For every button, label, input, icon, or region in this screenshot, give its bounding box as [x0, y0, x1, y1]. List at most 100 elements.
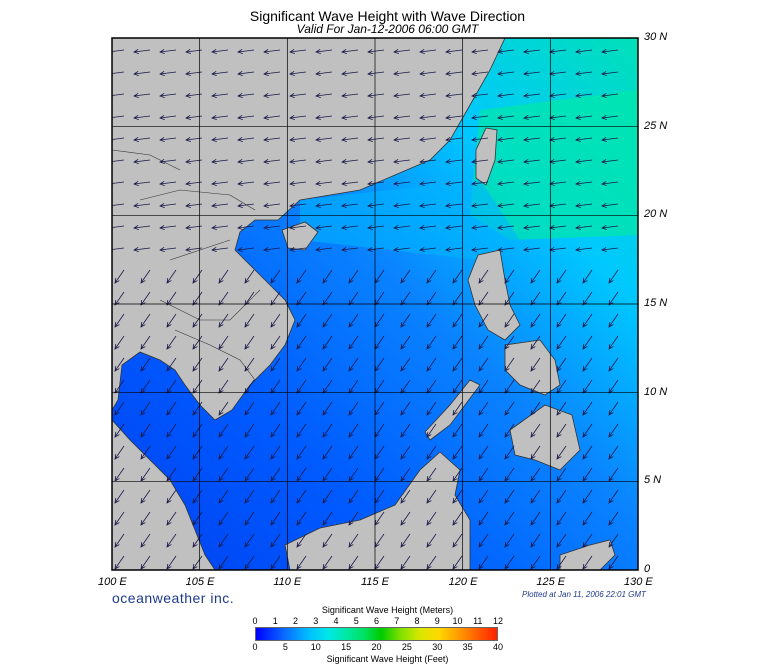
wave-arrow — [270, 555, 281, 570]
wave-arrow — [471, 114, 489, 120]
wave-arrow — [400, 313, 411, 328]
wave-arrow — [556, 555, 567, 570]
wave-arrow — [523, 114, 541, 120]
wave-arrow — [133, 114, 151, 120]
wave-arrow — [244, 511, 255, 526]
wave-arrow — [192, 489, 203, 504]
wave-arrow — [114, 357, 125, 372]
wave-arrow — [445, 114, 463, 120]
wave-arrow — [608, 335, 619, 350]
wave-arrow — [348, 445, 359, 460]
wave-arrow — [478, 291, 489, 306]
land-sulawesi — [559, 539, 616, 570]
wave-arrow — [192, 423, 203, 438]
wave-arrow — [523, 48, 541, 54]
wave-arrow — [244, 335, 255, 350]
wave-arrow — [270, 313, 281, 328]
latitude-label: 30 N — [644, 31, 668, 43]
wave-arrow — [348, 423, 359, 438]
wave-arrow — [114, 511, 125, 526]
wave-arrow — [575, 180, 593, 186]
feet-tick: 10 — [310, 642, 321, 652]
wave-arrow — [315, 158, 333, 164]
longitude-label: 120 E — [448, 576, 478, 588]
wave-arrow — [211, 246, 229, 252]
wave-arrow — [341, 48, 359, 54]
colorbar-feet-title: Significant Wave Height (Feet) — [326, 654, 449, 664]
wave-arrow — [112, 70, 125, 76]
wave-arrow — [166, 357, 177, 372]
wave-arrow — [289, 180, 307, 186]
wave-arrow — [471, 136, 489, 142]
wave-arrow — [159, 114, 177, 120]
wave-arrow — [322, 555, 333, 570]
wave-arrow — [270, 291, 281, 306]
wave-arrow — [244, 555, 255, 570]
wave-arrow — [530, 291, 541, 306]
lat-lon-grid — [112, 38, 638, 570]
wave-arrow — [112, 224, 125, 230]
wave-arrow — [263, 246, 281, 252]
wave-arrow — [601, 114, 619, 120]
wave-arrow — [289, 92, 307, 98]
wave-arrow — [601, 136, 619, 142]
wave-arrow — [556, 445, 567, 460]
longitude-label: 115 E — [361, 576, 389, 588]
wave-arrow — [471, 158, 489, 164]
wave-arrow — [322, 401, 333, 416]
wave-arrow — [322, 357, 333, 372]
oceanweather-logo: oceanweather inc. — [112, 590, 235, 606]
wave-arrow — [452, 291, 463, 306]
wave-arrow — [192, 445, 203, 460]
wave-arrow — [523, 136, 541, 142]
wave-arrow — [530, 269, 541, 284]
wave-arrow — [237, 48, 255, 54]
wave-arrow — [478, 313, 489, 328]
wave-arrow — [530, 357, 541, 372]
wave-arrow — [608, 489, 619, 504]
wave-arrow — [237, 202, 255, 208]
wave-arrow — [322, 489, 333, 504]
wave-arrow — [133, 158, 151, 164]
wave-arrow — [575, 136, 593, 142]
wave-arrow — [497, 92, 515, 98]
wave-arrow — [419, 202, 437, 208]
wave-arrow — [478, 269, 489, 284]
map-title: Significant Wave Height with Wave Direct… — [249, 8, 526, 24]
wave-arrow — [445, 224, 463, 230]
wave-arrow — [133, 224, 151, 230]
wave-arrow — [556, 313, 567, 328]
wave-arrow — [315, 136, 333, 142]
wave-arrow — [114, 555, 125, 570]
wave-arrow — [367, 246, 385, 252]
land-taiwan — [475, 127, 498, 186]
wave-arrow — [270, 401, 281, 416]
wave-arrow — [159, 158, 177, 164]
wave-arrow — [244, 269, 255, 284]
wave-arrow — [452, 269, 463, 284]
wave-arrow — [166, 555, 177, 570]
wave-arrow — [211, 224, 229, 230]
wave-arrow — [575, 224, 593, 230]
wave-arrow — [400, 423, 411, 438]
wave-arrow — [471, 92, 489, 98]
wave-arrow — [114, 489, 125, 504]
wave-arrow — [211, 180, 229, 186]
wave-arrow — [452, 357, 463, 372]
wave-arrow — [112, 92, 125, 98]
wave-arrow — [133, 136, 151, 142]
wave-arrow — [452, 335, 463, 350]
meters-tick: 4 — [333, 616, 339, 626]
wave-arrow — [582, 335, 593, 350]
wave-arrow — [166, 489, 177, 504]
land-luzon — [467, 249, 521, 341]
wave-arrow — [478, 401, 489, 416]
wave-arrow — [523, 92, 541, 98]
wave-arrow — [192, 401, 203, 416]
meters-tick: 0 — [252, 616, 258, 626]
wave-arrow — [289, 224, 307, 230]
wave-arrow — [601, 158, 619, 164]
wave-arrow — [159, 48, 177, 54]
wave-arrow — [270, 511, 281, 526]
wave-arrow — [452, 423, 463, 438]
